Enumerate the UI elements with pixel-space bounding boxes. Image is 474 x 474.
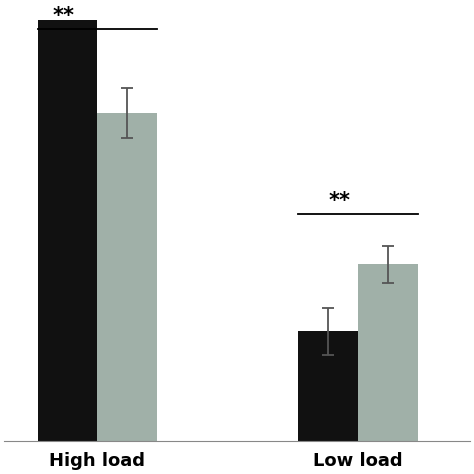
Text: **: ** <box>53 6 75 26</box>
Bar <box>97 113 157 441</box>
Bar <box>358 264 418 441</box>
Bar <box>38 20 97 441</box>
Text: **: ** <box>328 191 350 211</box>
Bar <box>299 331 358 441</box>
